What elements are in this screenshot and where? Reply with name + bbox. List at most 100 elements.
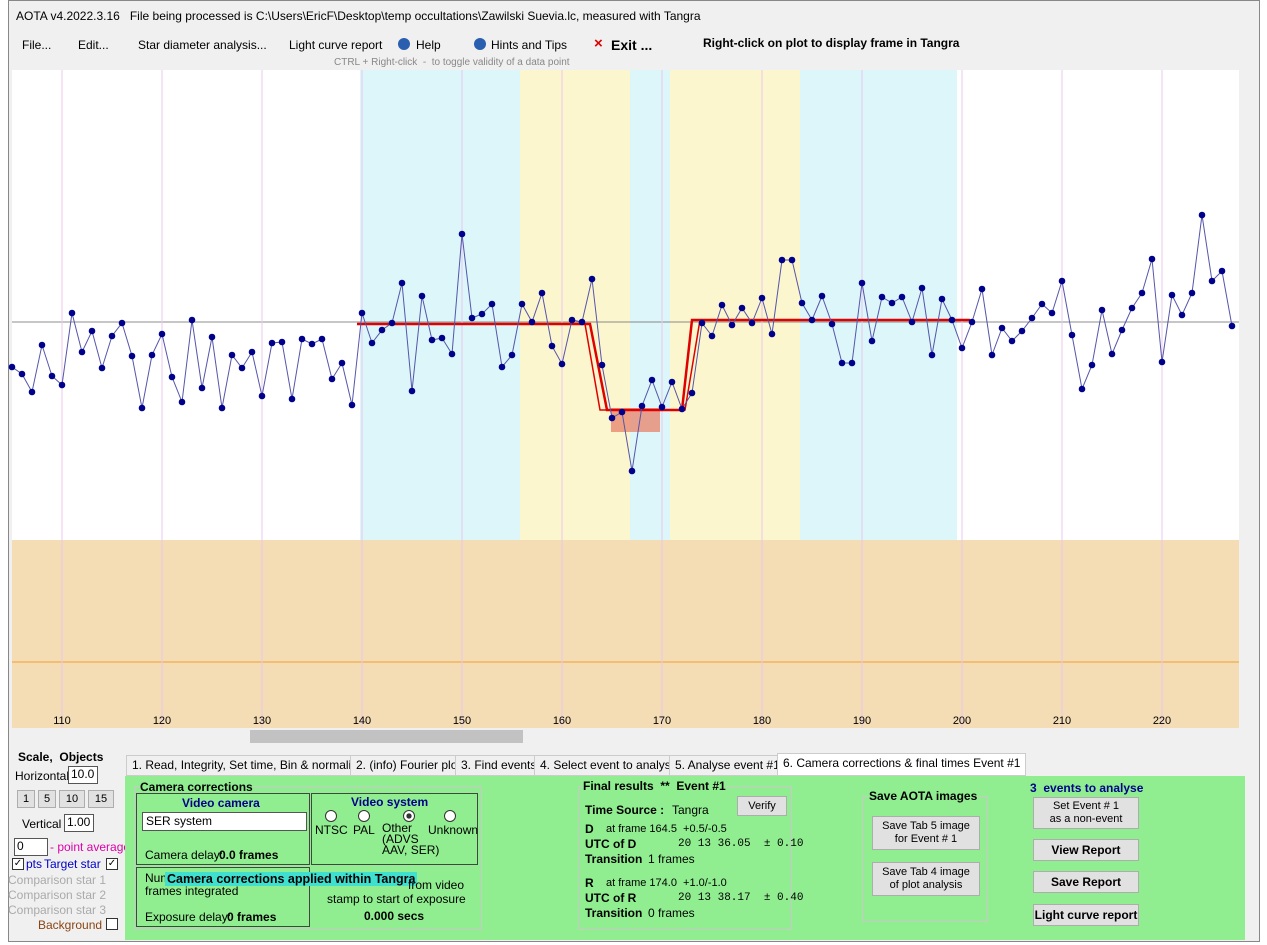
data-point bbox=[1128, 304, 1136, 312]
data-point bbox=[1098, 306, 1106, 314]
button[interactable]: Save Report bbox=[1033, 871, 1139, 893]
data-point bbox=[318, 335, 326, 343]
data-point bbox=[648, 376, 656, 384]
button[interactable]: View Report bbox=[1033, 839, 1139, 861]
x-tick-label: 210 bbox=[1053, 715, 1071, 727]
data-point bbox=[278, 338, 286, 346]
data-point bbox=[1208, 277, 1216, 285]
button[interactable]: 15 bbox=[88, 790, 114, 808]
radio[interactable] bbox=[325, 810, 337, 822]
radio-label: Other (ADVS AAV, SER) bbox=[382, 821, 440, 857]
radio[interactable] bbox=[403, 810, 415, 822]
radio[interactable] bbox=[358, 810, 370, 822]
button[interactable]: Set Event # 1 as a non-event bbox=[1033, 797, 1139, 829]
band bbox=[800, 70, 957, 540]
menu-item[interactable]: File... bbox=[22, 38, 52, 52]
tab[interactable]: 5. Analyse event #1 bbox=[669, 755, 786, 776]
data-point bbox=[268, 339, 276, 347]
data-point bbox=[538, 289, 546, 297]
checkbox[interactable]: ✓ bbox=[12, 858, 24, 870]
data-point bbox=[388, 319, 396, 327]
button[interactable]: 1 bbox=[17, 790, 35, 808]
tab[interactable]: 3. Find events bbox=[455, 755, 543, 776]
group bbox=[311, 793, 478, 865]
data-point bbox=[858, 279, 866, 287]
data-point bbox=[748, 319, 756, 327]
tab[interactable]: 1. Read, Integrity, Set time, Bin & norm… bbox=[126, 755, 370, 776]
data-point bbox=[1158, 358, 1166, 366]
tab[interactable]: 2. (info) Fourier plot bbox=[350, 755, 467, 776]
data-point bbox=[868, 337, 876, 345]
help-icon bbox=[474, 38, 486, 50]
button[interactable]: Save Tab 5 image for Event # 1 bbox=[872, 816, 980, 850]
x-tick-label: 150 bbox=[453, 715, 471, 727]
data-point bbox=[398, 279, 406, 287]
input[interactable]: 10.0 bbox=[68, 766, 98, 784]
data-point bbox=[568, 316, 576, 324]
button[interactable]: 5 bbox=[38, 790, 56, 808]
data-point bbox=[378, 326, 386, 334]
scrollbar[interactable] bbox=[12, 729, 1239, 744]
label: Transition bbox=[585, 906, 643, 920]
menu-item[interactable]: Help bbox=[416, 38, 441, 52]
data-point bbox=[1018, 327, 1026, 335]
data-point bbox=[838, 359, 846, 367]
data-point bbox=[548, 342, 556, 350]
input[interactable]: 1.00 bbox=[64, 814, 94, 832]
data-point bbox=[328, 375, 336, 383]
data-point bbox=[478, 310, 486, 318]
menu-item[interactable]: Exit ... bbox=[611, 37, 653, 53]
scroll-thumb[interactable] bbox=[250, 730, 523, 743]
data-point bbox=[458, 230, 466, 238]
data-point bbox=[678, 405, 686, 413]
checkbox[interactable] bbox=[106, 918, 118, 930]
value: 0.0 frames bbox=[219, 848, 279, 862]
data-point bbox=[248, 348, 256, 356]
x-tick-label: 180 bbox=[753, 715, 771, 727]
data-point bbox=[208, 333, 216, 341]
menu-item[interactable]: Light curve report bbox=[289, 38, 383, 52]
label: Scale, Objects bbox=[18, 750, 104, 764]
data-point bbox=[738, 304, 746, 312]
data-point bbox=[978, 285, 986, 293]
group bbox=[862, 796, 988, 922]
data-point bbox=[68, 309, 76, 317]
checkbox[interactable]: ✓ bbox=[106, 858, 118, 870]
button[interactable]: Light curve report bbox=[1033, 904, 1139, 926]
x-tick-label: 110 bbox=[53, 715, 71, 727]
value: at frame 174.0 +1.0/-1.0 bbox=[606, 877, 727, 889]
value: 1 frames bbox=[648, 852, 695, 866]
button[interactable]: 10 bbox=[59, 790, 85, 808]
data-point bbox=[1118, 326, 1126, 334]
menu-item[interactable]: Star diameter analysis... bbox=[138, 38, 267, 52]
button[interactable]: Save Tab 4 image of plot analysis bbox=[872, 862, 980, 896]
data-point bbox=[178, 398, 186, 406]
data-point bbox=[438, 334, 446, 342]
value: 0 frames bbox=[227, 910, 277, 924]
value: 0 frames bbox=[648, 906, 695, 920]
data-point bbox=[238, 364, 246, 372]
data-point bbox=[348, 401, 356, 409]
group-title: Save AOTA images bbox=[869, 789, 978, 803]
data-point bbox=[198, 384, 206, 392]
label: R bbox=[585, 876, 594, 890]
data-point bbox=[528, 318, 536, 326]
tab[interactable]: 4. Select event to analyse bbox=[534, 755, 684, 776]
x-tick-label: 190 bbox=[853, 715, 871, 727]
data-point bbox=[58, 381, 66, 389]
data-point bbox=[88, 327, 96, 335]
menu-item[interactable]: Edit... bbox=[78, 38, 109, 52]
select[interactable]: SER system bbox=[142, 812, 307, 831]
label: Camera delay: bbox=[145, 848, 224, 862]
data-point bbox=[1038, 300, 1046, 308]
plot[interactable]: 110 120 130 140 150 160 170 180 190 200 210 220 bbox=[0, 0, 1267, 750]
label: Time Source : bbox=[585, 803, 665, 817]
select[interactable]: 0 bbox=[14, 838, 48, 856]
data-point bbox=[18, 370, 26, 378]
data-point bbox=[1148, 255, 1156, 263]
tab-active[interactable]: 6. Camera corrections & final times Even… bbox=[777, 753, 1027, 776]
radio[interactable] bbox=[444, 810, 456, 822]
data-point bbox=[298, 335, 306, 343]
menu-item[interactable]: Hints and Tips bbox=[491, 38, 568, 52]
button[interactable]: Verify bbox=[737, 796, 787, 816]
